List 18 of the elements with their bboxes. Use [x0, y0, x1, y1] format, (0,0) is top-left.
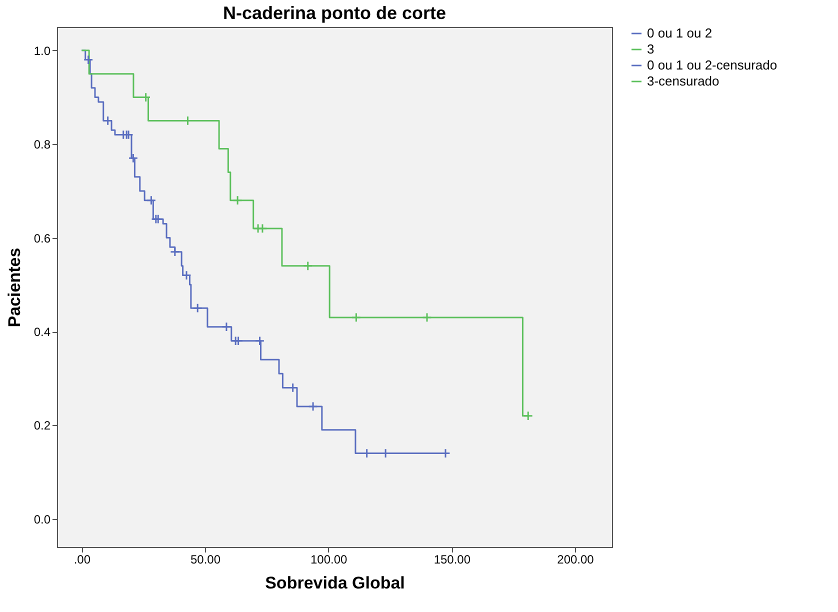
legend-label: 3 [647, 42, 654, 56]
y-tick-label: 0.6 [34, 231, 51, 246]
y-tick-label: 0.2 [34, 418, 51, 433]
legend-label: 0 ou 1 ou 2-censurado [647, 58, 778, 72]
x-axis-title: Sobrevida Global [265, 574, 405, 592]
chart-title: N-caderina ponto de corte [222, 3, 446, 23]
y-tick-label: 0.0 [34, 512, 51, 526]
x-tick-label: 100.00 [310, 552, 348, 566]
x-tick-label: 200.00 [557, 552, 594, 566]
x-tick-label: 50.00 [190, 552, 221, 566]
y-tick-label: 0.8 [34, 138, 51, 152]
legend-label: 0 ou 1 ou 2 [647, 26, 712, 40]
y-tick-label: 0.4 [34, 325, 51, 340]
x-tick-label: 150.00 [434, 552, 471, 566]
legend-label: 3-censurado [647, 74, 720, 88]
x-tick-label: .00 [74, 552, 91, 566]
y-axis-title: Pacientes [4, 248, 24, 328]
y-tick-label: 1.0 [34, 44, 51, 58]
